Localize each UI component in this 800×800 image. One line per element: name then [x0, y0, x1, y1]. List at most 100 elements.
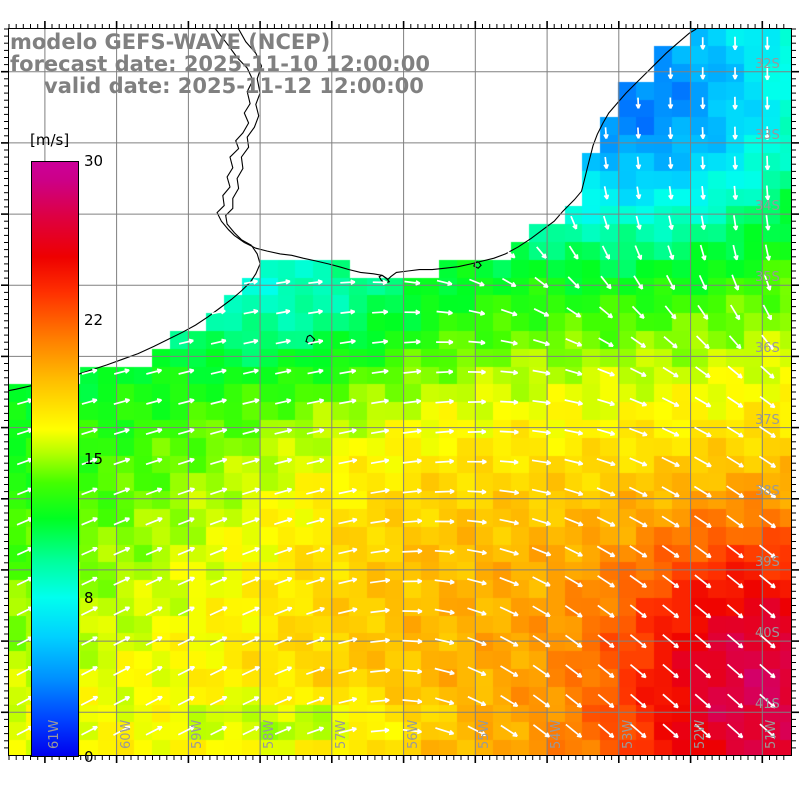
wind-arrow	[338, 517, 358, 525]
wind-arrow	[532, 724, 551, 738]
wind-arrow	[275, 398, 292, 405]
wind-arrow	[726, 426, 744, 438]
colorbar-unit-label: [m/s]	[30, 131, 70, 149]
wind-arrow	[81, 725, 98, 736]
wind-arrow	[434, 549, 455, 555]
colorbar-tick-30: 30	[84, 152, 104, 170]
wind-arrow	[668, 215, 674, 231]
wind-arrow	[596, 457, 616, 467]
wind-arrow	[467, 636, 487, 646]
wind-arrow	[371, 368, 389, 375]
wind-arrow	[81, 546, 98, 556]
wind-arrow	[699, 244, 707, 261]
wind-arrow	[726, 633, 744, 649]
map-plot-area[interactable]	[8, 28, 792, 756]
colorbar-tick-0: 0	[84, 748, 94, 766]
wind-arrow	[210, 457, 228, 466]
wind-arrow	[178, 338, 194, 345]
wind-arrow	[306, 696, 325, 705]
wind-arrow	[694, 456, 712, 468]
wind-arrow	[693, 485, 712, 498]
wind-arrow	[177, 666, 196, 676]
wind-arrow	[732, 156, 738, 170]
wind-arrow	[242, 517, 260, 526]
wind-arrow	[499, 429, 519, 435]
wind-arrow	[602, 215, 610, 230]
wind-arrow	[732, 185, 739, 200]
wind-arrow	[434, 608, 455, 616]
lat-label-36S: 36S	[755, 341, 780, 357]
wind-arrow	[402, 458, 422, 464]
wind-arrow	[700, 186, 706, 200]
wind-arrow	[274, 696, 293, 706]
wind-arrow	[209, 517, 228, 526]
wind-arrow	[727, 365, 743, 379]
wind-arrow	[306, 666, 326, 676]
wind-arrow	[209, 636, 228, 646]
wind-arrow	[500, 308, 518, 317]
wind-arrow	[209, 696, 228, 706]
wind-arrow	[81, 487, 98, 496]
wind-arrow	[533, 338, 550, 347]
wind-arrow	[307, 338, 324, 345]
wind-arrow	[370, 458, 390, 465]
wind-arrow	[759, 604, 776, 619]
wind-arrow	[635, 97, 641, 109]
wind-arrow	[731, 274, 740, 291]
wind-arrow	[765, 214, 771, 231]
wind-arrow	[726, 574, 744, 589]
wind-arrow	[177, 725, 195, 736]
wind-arrow	[665, 274, 676, 291]
wind-arrow	[532, 634, 551, 648]
wind-arrow	[178, 427, 195, 435]
wind-arrow	[761, 334, 774, 350]
wind-arrow	[113, 636, 131, 646]
wind-arrow	[759, 663, 776, 679]
wind-arrow	[177, 457, 195, 466]
wind-arrow	[404, 309, 421, 316]
wind-arrow	[532, 429, 551, 436]
wind-arrow	[694, 693, 712, 709]
wind-arrow	[667, 67, 674, 80]
wind-arrow	[435, 398, 454, 405]
wind-arrow	[603, 156, 609, 170]
wind-arrow	[499, 635, 519, 647]
colorbar-gradient	[31, 161, 79, 757]
lon-label-55W: 55W	[477, 719, 493, 749]
wind-arrow	[81, 368, 98, 375]
wind-arrow	[500, 724, 518, 737]
wind-arrow	[467, 429, 487, 435]
wind-arrow	[403, 428, 422, 434]
wind-arrow	[370, 428, 390, 435]
wind-arrow	[667, 97, 674, 109]
wind-arrow	[728, 335, 742, 350]
wind-arrow	[177, 606, 195, 616]
wind-arrow	[145, 547, 163, 556]
wind-arrow	[274, 517, 293, 526]
wind-arrow	[694, 574, 712, 589]
wind-arrow	[242, 428, 260, 435]
wind-arrow	[113, 725, 131, 736]
wind-arrow	[502, 246, 516, 259]
wind-arrow	[726, 515, 744, 529]
wind-arrow	[661, 574, 680, 589]
wind-arrow	[662, 723, 679, 739]
wind-arrow	[210, 368, 227, 375]
wind-arrow	[635, 215, 642, 230]
model-title: modelo GEFS-WAVE (NCEP)	[10, 30, 331, 54]
wind-arrow	[668, 186, 674, 200]
wind-arrow	[603, 186, 610, 200]
lat-label-34S: 34S	[755, 199, 780, 215]
wind-arrow	[500, 369, 519, 376]
wind-arrow	[402, 488, 422, 494]
wind-arrow	[758, 485, 777, 499]
wind-arrow	[694, 723, 711, 739]
wind-arrow	[370, 667, 391, 674]
wind-arrow	[241, 666, 261, 676]
wind-arrow	[403, 398, 422, 405]
wind-arrow	[732, 36, 738, 51]
wind-arrow	[532, 576, 551, 587]
lon-label-59W: 59W	[190, 719, 206, 749]
wind-arrow	[468, 339, 486, 346]
wind-arrow	[467, 607, 487, 616]
